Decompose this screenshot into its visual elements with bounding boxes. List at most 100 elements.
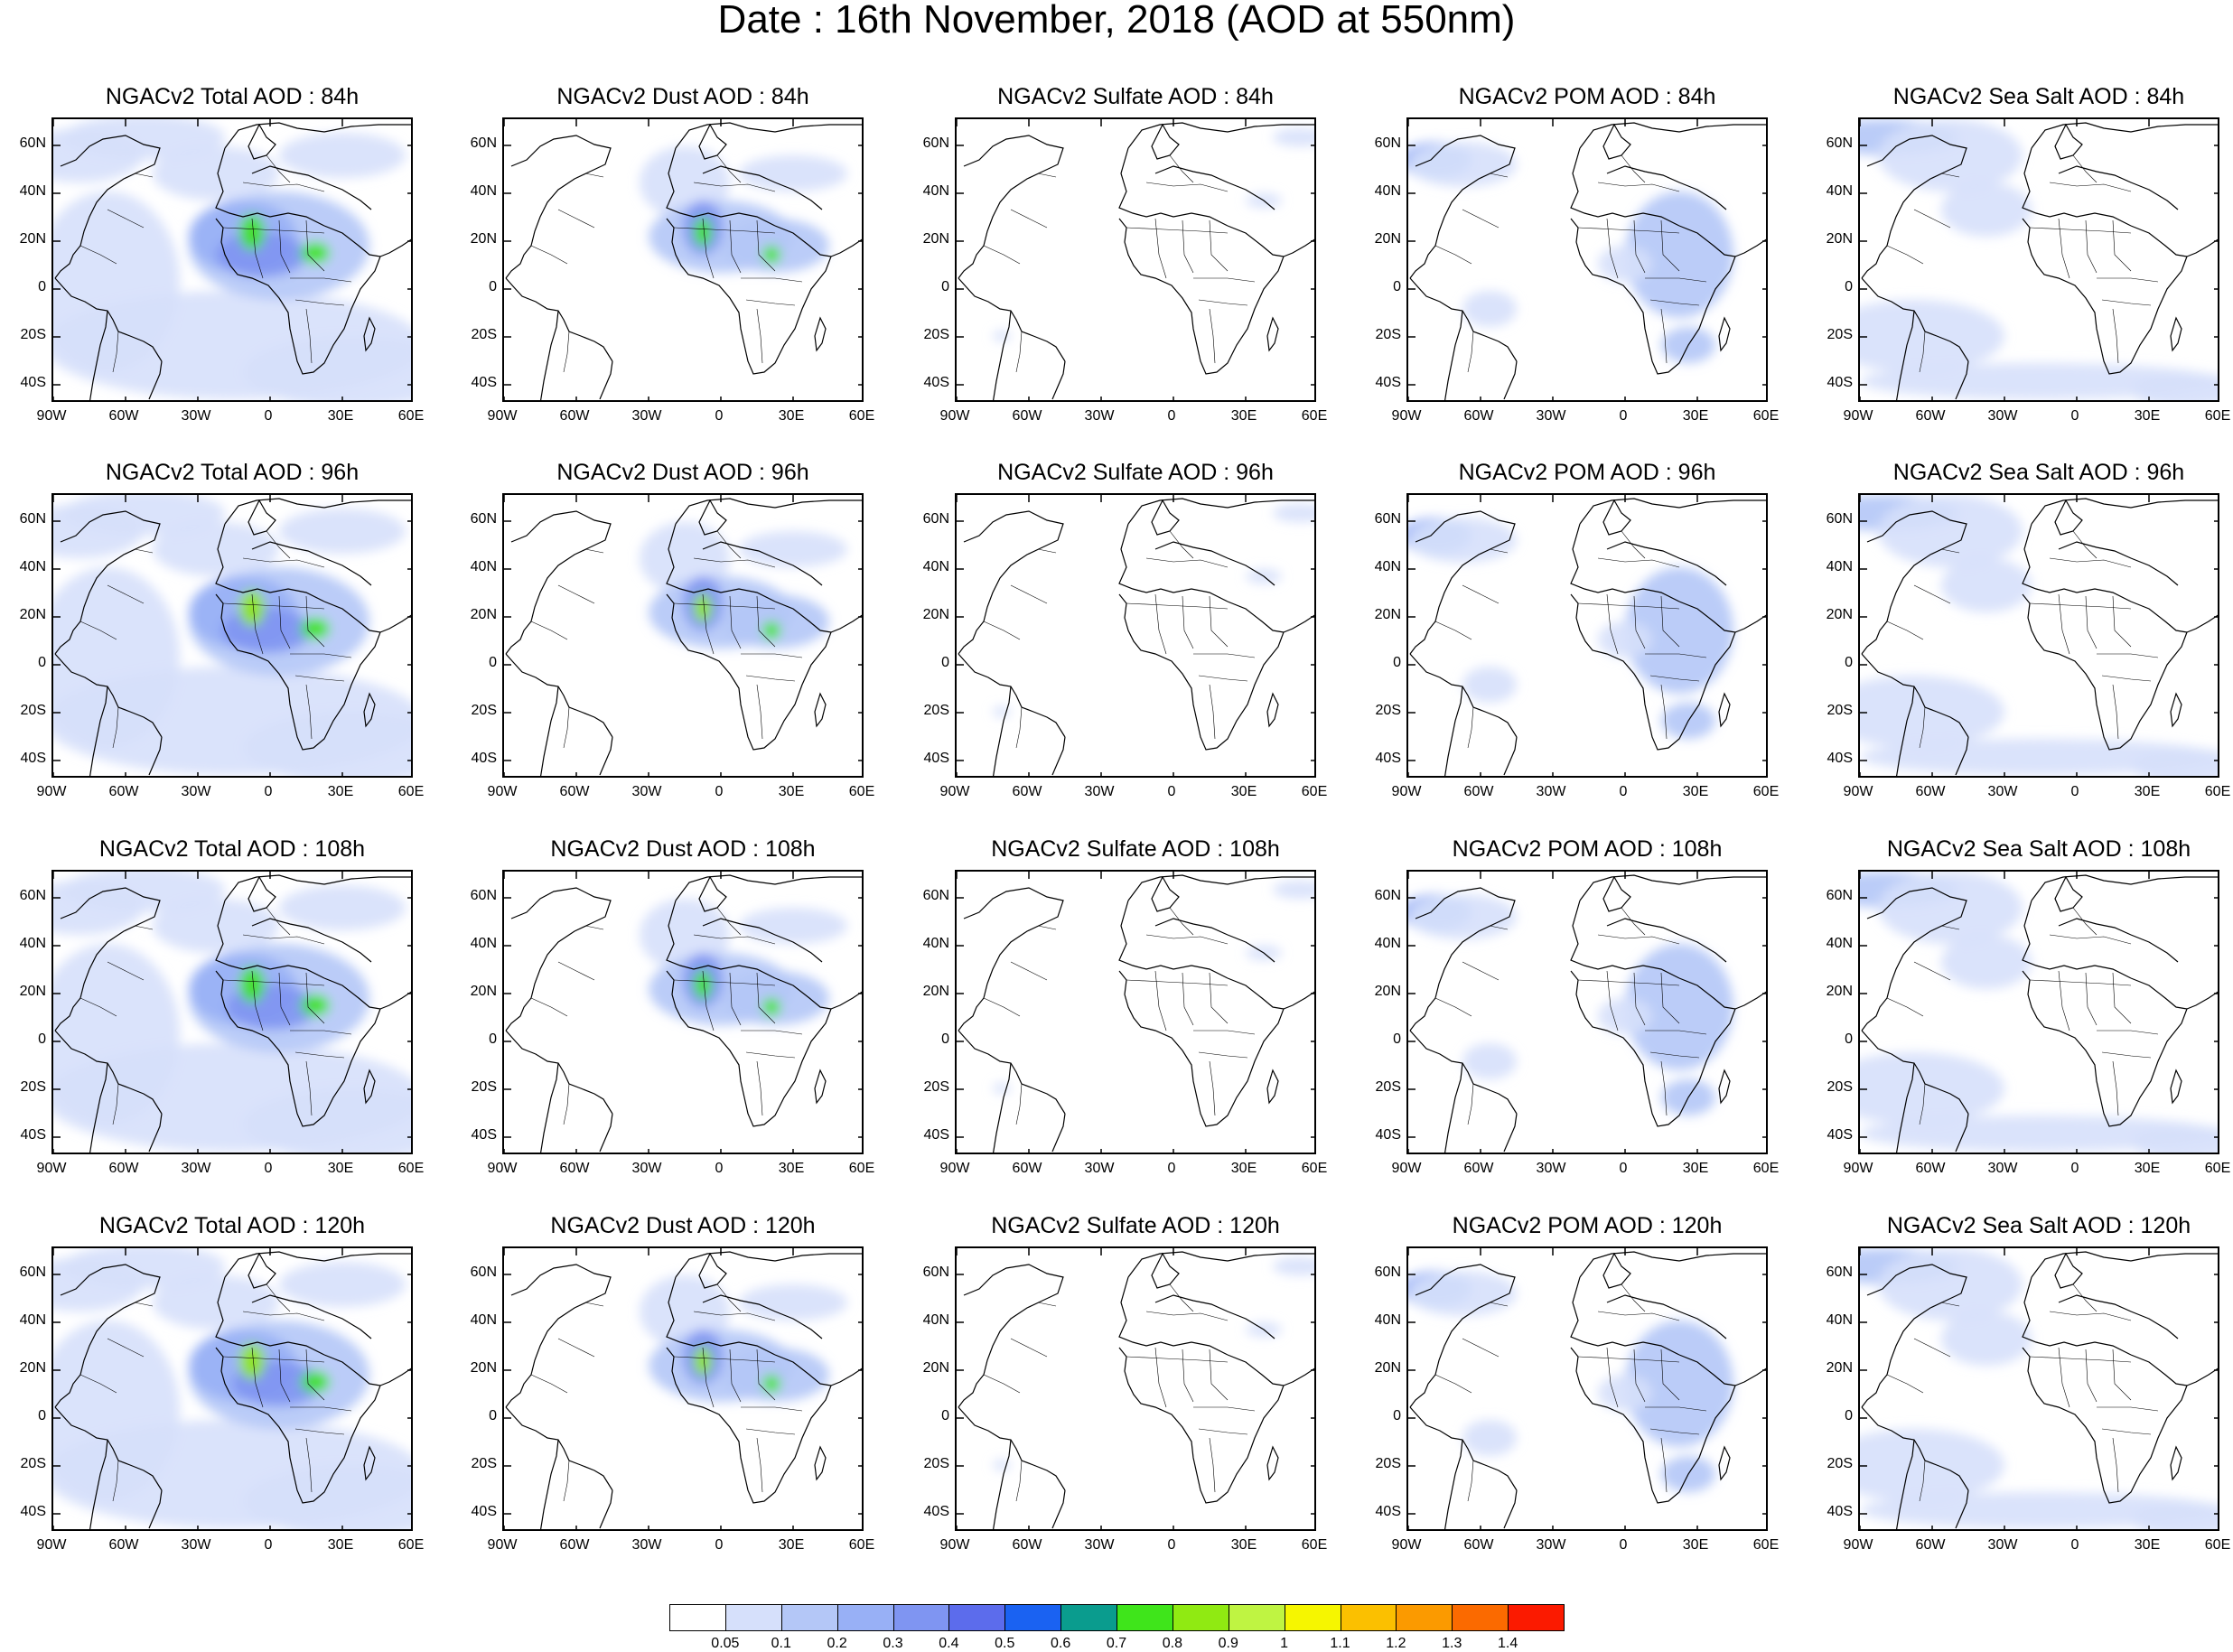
- latitude-label: 20S: [20, 327, 46, 342]
- longitude-label: 60W: [1915, 784, 1946, 799]
- country-border: [1913, 961, 1951, 981]
- longitude-label: 90W: [1391, 1537, 1422, 1553]
- coastline: [2170, 692, 2182, 728]
- longitude-label: 60E: [1752, 784, 1780, 799]
- country-border: [756, 308, 763, 364]
- coastline: [251, 541, 372, 586]
- coastline: [1734, 991, 1766, 1010]
- longitude-label: 30E: [1230, 1161, 1257, 1176]
- country-border: [2112, 1060, 2119, 1116]
- longitude-label: 30W: [631, 1537, 662, 1553]
- latitude-label: 40S: [923, 751, 949, 766]
- longitude-label: 90W: [487, 408, 518, 424]
- country-border: [1209, 308, 1216, 364]
- country-border: [557, 209, 595, 229]
- country-border: [741, 653, 803, 658]
- latitude-label: 0: [38, 1408, 46, 1423]
- coastline: [54, 135, 161, 279]
- country-border: [741, 277, 803, 283]
- coastline: [1570, 1347, 1736, 1504]
- country-border: [2072, 530, 2098, 559]
- country-border: [1621, 1283, 1646, 1312]
- colorbar-box: [1228, 1604, 1285, 1631]
- country-border: [1467, 706, 1474, 749]
- latitude-label: 0: [941, 1031, 949, 1047]
- longitude-label: 30W: [631, 1161, 662, 1176]
- longitude-label: 90W: [36, 408, 67, 424]
- latitude-label: 40S: [20, 1127, 46, 1143]
- latitude-label: 20S: [20, 1456, 46, 1471]
- colorbar-tick-label: 1.1: [1330, 1636, 1350, 1651]
- latitude-label: 40N: [19, 936, 46, 951]
- country-border: [294, 675, 345, 682]
- aod-field: [1462, 1420, 1517, 1456]
- longitude-label: 60E: [2204, 1161, 2231, 1176]
- latitude-label: 60N: [19, 888, 46, 903]
- country-border: [2101, 1051, 2152, 1059]
- map-panel: [51, 1246, 413, 1531]
- aod-field: [1941, 1311, 2032, 1366]
- country-border: [294, 299, 345, 306]
- longitude-label: 30W: [631, 784, 662, 799]
- longitude-label: 60W: [1463, 1161, 1494, 1176]
- aod-field: [694, 593, 712, 622]
- country-border: [1940, 1302, 1960, 1307]
- coastline: [1955, 1113, 1969, 1153]
- country-border: [278, 972, 291, 1026]
- aod-field: [1625, 944, 1733, 1070]
- country-border: [1660, 308, 1668, 364]
- country-border: [2058, 593, 2070, 655]
- aod-map: [504, 1248, 862, 1529]
- country-border: [1649, 1428, 1700, 1435]
- latitude-label: 60N: [1826, 511, 1853, 527]
- latitude-label: 40N: [470, 1312, 497, 1328]
- coastline: [1718, 692, 1731, 728]
- country-border: [1145, 1311, 1229, 1321]
- country-border: [1913, 209, 1951, 229]
- longitude-label: 90W: [939, 1537, 970, 1553]
- colorbar-tick-label: 1.3: [1442, 1636, 1462, 1651]
- coastline: [599, 1489, 613, 1529]
- country-border: [1633, 219, 1646, 274]
- panel-title: NGACv2 Dust AOD : 96h: [556, 460, 809, 485]
- country-border: [1010, 584, 1048, 604]
- coastline: [1051, 360, 1066, 400]
- country-border: [2029, 1356, 2132, 1363]
- aod-field: [739, 531, 847, 567]
- latitude-label: 60N: [922, 1265, 949, 1280]
- coastline: [1154, 165, 1275, 210]
- country-border: [557, 961, 595, 981]
- panel-title: NGACv2 POM AOD : 108h: [1452, 836, 1723, 862]
- aod-field: [1598, 1375, 1652, 1411]
- country-border: [2112, 684, 2119, 740]
- country-border: [1154, 970, 1167, 1031]
- country-border: [702, 593, 715, 655]
- coastline: [224, 122, 411, 149]
- coastline: [224, 1251, 411, 1278]
- coastline: [363, 316, 376, 352]
- latitude-label: 20N: [19, 607, 46, 622]
- coastline: [1127, 498, 1314, 525]
- coastline: [505, 887, 612, 1031]
- coastline: [1051, 736, 1066, 776]
- longitude-label: 60W: [108, 784, 139, 799]
- latitude-label: 20S: [1375, 1456, 1401, 1471]
- coastline: [1896, 1439, 1915, 1529]
- coastline: [148, 360, 163, 400]
- latitude-label: 40S: [923, 375, 949, 390]
- aod-map: [53, 119, 411, 400]
- aod-map: [1408, 872, 1766, 1153]
- map-panel: [51, 117, 413, 402]
- latitude-label: 40N: [1826, 183, 1853, 199]
- aod-field: [762, 621, 780, 639]
- country-border: [2049, 182, 2132, 192]
- panel-title: NGACv2 Sulfate AOD : 96h: [997, 460, 1274, 485]
- country-border: [983, 621, 1021, 640]
- country-border: [1577, 1356, 1680, 1363]
- coastline: [505, 1264, 612, 1408]
- aod-map: [957, 872, 1314, 1153]
- country-border: [2097, 653, 2159, 658]
- country-border: [107, 209, 145, 229]
- coastline: [505, 277, 613, 362]
- longitude-label: 90W: [36, 784, 67, 799]
